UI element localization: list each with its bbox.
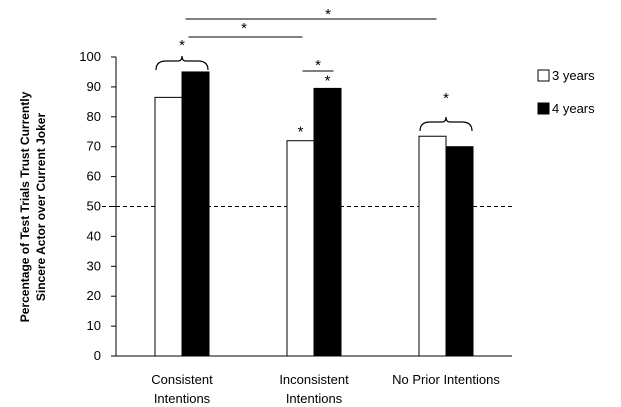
- significance-star: *: [325, 72, 331, 89]
- bar: [154, 96, 183, 357]
- significance-brace: [155, 55, 209, 71]
- y-tick-label: 30: [87, 258, 101, 273]
- category-label: No Prior Intentions: [392, 372, 500, 387]
- y-axis-title-line-2: Sincere Actor over Current Joker: [34, 113, 48, 302]
- significance-annotations: *******: [155, 6, 473, 141]
- category-label: Intentions: [154, 391, 211, 406]
- bar: [286, 140, 315, 357]
- y-tick-label: 80: [87, 109, 101, 124]
- significance-star: *: [325, 6, 331, 23]
- bar: [445, 146, 474, 357]
- significance-star: *: [315, 57, 321, 74]
- significance-brace: [419, 116, 473, 132]
- category-labels: Consistent Intentions Inconsistent Intentio…: [151, 372, 500, 406]
- y-tick-label: 70: [87, 139, 101, 154]
- bar: [418, 135, 447, 357]
- category-label: Intentions: [286, 391, 343, 406]
- y-tick-label: 90: [87, 79, 101, 94]
- bar: [313, 87, 342, 357]
- significance-star: *: [443, 90, 449, 107]
- legend-swatch: [537, 102, 550, 115]
- legend-label: 3 years: [552, 68, 595, 83]
- significance-star: *: [241, 20, 247, 37]
- y-tick-label: 100: [79, 49, 101, 64]
- category-label: Consistent: [151, 372, 213, 387]
- y-tick-label: 40: [87, 228, 101, 243]
- bars: [154, 71, 474, 357]
- y-axis-title: Percentage of Test Trials Trust Currentl…: [18, 91, 48, 322]
- y-tick-label: 60: [87, 169, 101, 184]
- significance-star: *: [179, 37, 185, 54]
- y-tick-label: 10: [87, 318, 101, 333]
- category-label: Inconsistent: [279, 372, 349, 387]
- significance-star: *: [298, 124, 304, 141]
- y-axis-title-line-1: Percentage of Test Trials Trust Currentl…: [18, 91, 32, 322]
- axes: 0 10 20 30 40 50 60 70 80 90 100: [79, 49, 512, 363]
- legend-label: 4 years: [552, 101, 595, 116]
- legend: 3 years 4 years: [537, 68, 595, 116]
- y-tick-label: 0: [94, 348, 101, 363]
- bar: [181, 71, 210, 357]
- y-tick-label: 50: [87, 199, 101, 214]
- y-tick-label: 20: [87, 288, 101, 303]
- legend-swatch: [537, 69, 550, 82]
